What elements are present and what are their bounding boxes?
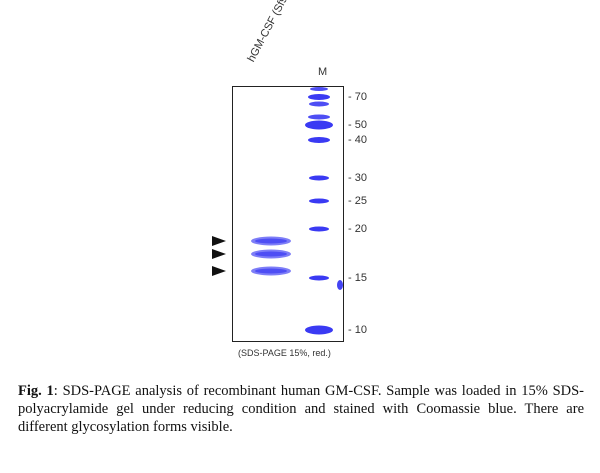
mw-label: - 15	[348, 272, 367, 284]
mw-label: - 70	[348, 91, 367, 103]
marker-band	[305, 120, 333, 130]
sample-band	[255, 268, 287, 274]
marker-lane	[305, 87, 343, 335]
marker-lane-label: M	[318, 66, 328, 78]
gel-bands	[251, 87, 343, 335]
marker-band	[308, 114, 330, 120]
mw-label: - 25	[348, 195, 367, 207]
mw-label: - 40	[348, 134, 367, 146]
marker-band	[309, 226, 329, 232]
sample-band	[255, 251, 287, 257]
caption-text: : SDS-PAGE analysis of recombinant human…	[18, 383, 585, 435]
band-arrow-icon	[212, 249, 226, 259]
marker-band	[309, 275, 329, 281]
marker-band	[308, 137, 330, 143]
band-arrow-icon	[212, 266, 226, 276]
mw-label: - 30	[348, 172, 367, 184]
mw-label: - 10	[348, 324, 367, 336]
gel-image	[232, 86, 344, 342]
marker-band	[305, 325, 333, 335]
band-arrow-icon	[212, 236, 226, 246]
band-arrows	[212, 236, 226, 276]
mw-label: - 50	[348, 119, 367, 131]
marker-band	[337, 280, 343, 290]
marker-band	[309, 175, 329, 181]
marker-band	[308, 94, 330, 100]
marker-band	[309, 198, 329, 204]
gel-conditions-note: (SDS-PAGE 15%, red.)	[238, 348, 331, 358]
sample-band	[255, 238, 287, 244]
marker-band	[310, 87, 328, 91]
figure-caption: Fig. 1: SDS-PAGE analysis of recombinant…	[18, 382, 584, 436]
marker-band	[309, 101, 329, 107]
sample-lane-label: hGM-CSF (Sf9)	[245, 0, 292, 65]
mw-label: - 20	[348, 223, 367, 235]
caption-label: Fig. 1	[18, 383, 54, 399]
sample-lane	[251, 236, 291, 276]
